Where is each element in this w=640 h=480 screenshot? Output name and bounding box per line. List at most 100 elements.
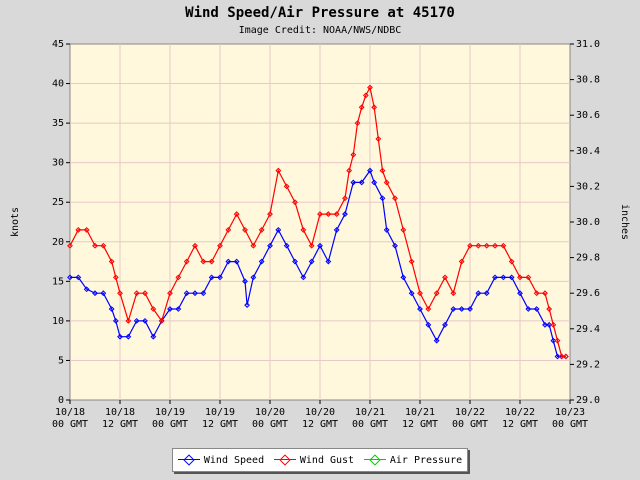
data-point-wind-speed	[508, 274, 515, 281]
x-tick-time: 12 GMT	[402, 419, 438, 430]
data-point-wind-speed	[244, 302, 250, 308]
legend-wind-speed-symbol	[177, 454, 200, 466]
data-point-wind-speed	[92, 290, 98, 297]
data-point-wind-speed	[242, 278, 248, 285]
grid-lines	[70, 44, 570, 400]
data-point-wind-gust	[83, 227, 90, 233]
data-point-wind-gust	[133, 290, 140, 297]
data-point-wind-speed	[383, 227, 390, 233]
data-point-wind-speed	[546, 321, 553, 328]
data-point-wind-gust	[283, 183, 290, 190]
legend-air-pressure-symbol	[363, 454, 386, 466]
x-tick-time: 00 GMT	[52, 419, 88, 430]
y-left-tick-label: 25	[52, 197, 64, 208]
data-point-wind-gust	[267, 211, 273, 217]
series-line-wind-speed	[70, 169, 566, 358]
series-wind-gust	[67, 84, 569, 360]
y-left-tick-label: 35	[52, 118, 64, 129]
data-point-wind-speed	[125, 333, 132, 340]
data-point-wind-speed	[333, 227, 340, 233]
data-point-wind-speed	[408, 290, 415, 297]
data-point-wind-gust	[558, 353, 565, 360]
data-point-wind-gust	[408, 258, 415, 265]
data-point-wind-speed	[358, 179, 365, 186]
data-point-wind-speed	[450, 306, 457, 312]
data-point-wind-speed	[542, 321, 548, 328]
legend: Wind Speed Wind Gust Air Pressure	[172, 448, 468, 472]
data-point-wind-speed	[371, 179, 378, 186]
chart-subtitle: Image Credit: NOAA/NWS/NDBC	[239, 25, 402, 36]
x-tick-time: 00 GMT	[352, 419, 388, 430]
data-point-wind-gust	[233, 211, 240, 217]
data-point-wind-speed	[525, 306, 532, 312]
legend-wind-speed-label: Wind Speed	[203, 454, 265, 466]
data-point-wind-speed	[425, 321, 432, 328]
y-left-tick-label: 45	[52, 39, 64, 50]
y-axis-left: 0 5 10 15 20 25 30 35 40 45	[52, 39, 70, 406]
x-tick-date: 10/21	[405, 407, 435, 418]
data-point-wind-speed	[433, 337, 440, 344]
x-tick-date: 10/18	[55, 407, 85, 418]
data-point-wind-gust	[546, 306, 553, 312]
legend-air-pressure-label: Air Pressure	[389, 454, 463, 466]
data-point-wind-gust	[367, 84, 373, 91]
data-point-wind-gust	[300, 227, 307, 233]
data-point-wind-gust	[483, 242, 490, 249]
data-point-wind-speed	[300, 274, 307, 281]
y-right-tick-label: 30.6	[576, 110, 600, 121]
y-axis-left-label: knots	[10, 207, 21, 237]
x-tick-date: 10/23	[555, 407, 585, 418]
data-point-wind-gust	[433, 290, 440, 297]
x-tick-date: 10/19	[155, 407, 185, 418]
data-point-wind-gust	[442, 274, 448, 281]
data-point-wind-gust	[417, 290, 423, 297]
data-point-wind-speed	[400, 274, 407, 281]
data-point-wind-gust	[292, 199, 298, 206]
data-point-wind-speed	[150, 333, 157, 340]
x-tick-time: 12 GMT	[302, 419, 338, 430]
y-right-tick-label: 29.0	[576, 395, 600, 406]
data-point-wind-gust	[92, 242, 98, 249]
data-point-wind-speed	[208, 274, 215, 281]
data-point-wind-speed	[75, 274, 82, 281]
data-point-wind-speed	[367, 167, 373, 174]
data-point-wind-speed	[492, 274, 498, 281]
data-point-wind-speed	[379, 195, 386, 202]
data-point-wind-speed	[467, 306, 473, 312]
data-point-wind-gust	[354, 120, 361, 127]
data-point-wind-gust	[425, 306, 432, 312]
data-point-wind-gust	[183, 258, 190, 265]
data-point-wind-gust	[562, 353, 569, 360]
data-point-wind-speed	[117, 333, 123, 340]
data-point-wind-speed	[500, 274, 507, 281]
data-point-wind-speed	[550, 337, 557, 344]
data-point-wind-speed	[175, 306, 182, 312]
y-right-tick-label: 30.8	[576, 75, 600, 86]
data-point-wind-gust	[175, 274, 182, 281]
data-point-wind-gust	[371, 104, 378, 111]
x-tick-time: 12 GMT	[102, 419, 138, 430]
data-point-wind-gust	[258, 227, 265, 233]
data-point-wind-speed	[458, 306, 465, 312]
data-point-wind-speed	[225, 258, 232, 265]
data-point-wind-gust	[533, 290, 540, 297]
data-point-wind-speed	[392, 242, 398, 249]
y-axis-right-label: inches	[619, 204, 630, 240]
y-left-tick-label: 0	[58, 395, 64, 406]
data-point-wind-gust	[150, 306, 157, 312]
data-point-wind-gust	[250, 242, 257, 249]
data-point-wind-gust	[308, 242, 315, 249]
x-tick-date: 10/20	[305, 407, 335, 418]
data-point-wind-gust	[554, 337, 561, 344]
data-point-wind-gust	[125, 317, 132, 324]
data-point-wind-gust	[550, 321, 557, 328]
data-point-wind-speed	[350, 179, 357, 186]
data-point-wind-speed	[342, 211, 348, 217]
data-point-wind-speed	[554, 353, 561, 360]
legend-wind-gust-label: Wind Gust	[299, 454, 355, 466]
data-point-wind-gust	[242, 227, 248, 233]
y-right-tick-label: 29.6	[576, 288, 600, 299]
y-right-tick-label: 30.4	[576, 146, 600, 157]
data-point-wind-gust	[275, 167, 282, 174]
